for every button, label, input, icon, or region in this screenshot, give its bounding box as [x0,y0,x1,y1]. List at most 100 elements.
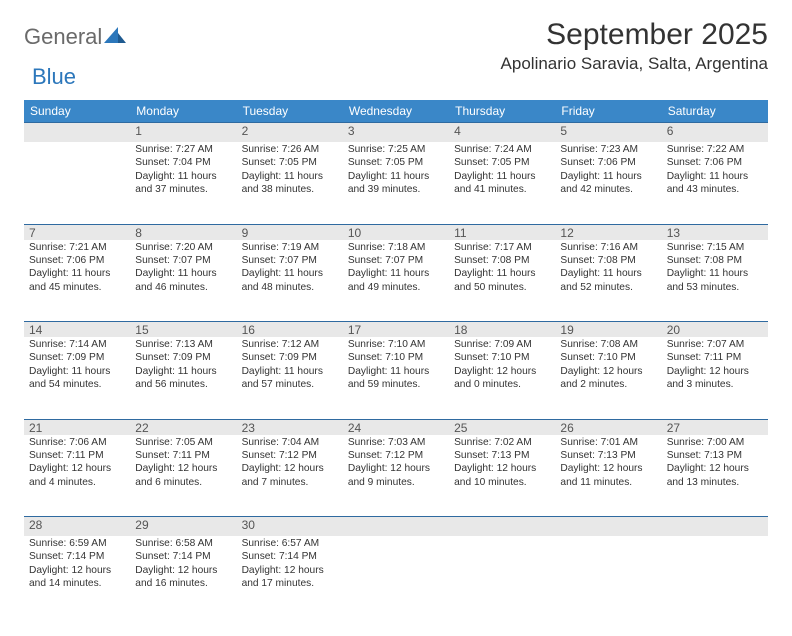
day-number: 29 [135,518,231,532]
day-number: 3 [348,124,444,138]
day-number: 16 [242,323,338,337]
day-data-cell: Sunrise: 7:10 AMSunset: 7:10 PMDaylight:… [343,337,449,419]
dow-header: Saturday [662,100,768,123]
day-data: Sunrise: 7:18 AMSunset: 7:07 PMDaylight:… [348,241,444,295]
day-data: Sunrise: 7:06 AMSunset: 7:11 PMDaylight:… [29,436,125,490]
day-number-cell: 10 [343,224,449,240]
day-data: Sunrise: 7:12 AMSunset: 7:09 PMDaylight:… [242,338,338,392]
day-data-cell: Sunrise: 7:03 AMSunset: 7:12 PMDaylight:… [343,435,449,517]
day-number-cell: 11 [449,224,555,240]
day-number: 18 [454,323,550,337]
day-number-cell: 5 [555,123,661,143]
day-number-cell: 6 [662,123,768,143]
day-data-cell: Sunrise: 6:59 AMSunset: 7:14 PMDaylight:… [24,536,130,618]
day-data-cell: Sunrise: 7:19 AMSunset: 7:07 PMDaylight:… [237,240,343,322]
day-number: 28 [29,518,125,532]
day-number-cell: 21 [24,419,130,435]
day-data-cell: Sunrise: 6:58 AMSunset: 7:14 PMDaylight:… [130,536,236,618]
day-number: 13 [667,226,763,240]
day-number: 30 [242,518,338,532]
day-number: 26 [560,421,656,435]
day-data: Sunrise: 6:59 AMSunset: 7:14 PMDaylight:… [29,537,125,591]
day-data: Sunrise: 7:14 AMSunset: 7:09 PMDaylight:… [29,338,125,392]
day-number-cell: 1 [130,123,236,143]
day-number-cell: 15 [130,322,236,338]
day-number-cell: 12 [555,224,661,240]
week-daynum-row: 21222324252627 [24,419,768,435]
day-number-cell: 2 [237,123,343,143]
day-number: 25 [454,421,550,435]
day-data-cell: Sunrise: 7:02 AMSunset: 7:13 PMDaylight:… [449,435,555,517]
dow-header: Wednesday [343,100,449,123]
day-number-cell: 24 [343,419,449,435]
day-number-cell: 4 [449,123,555,143]
day-data: Sunrise: 7:09 AMSunset: 7:10 PMDaylight:… [454,338,550,392]
day-number-cell: 3 [343,123,449,143]
day-number-cell: 28 [24,517,130,537]
day-data-cell: Sunrise: 7:25 AMSunset: 7:05 PMDaylight:… [343,142,449,224]
day-data-cell: Sunrise: 7:27 AMSunset: 7:04 PMDaylight:… [130,142,236,224]
location: Apolinario Saravia, Salta, Argentina [501,54,768,74]
day-number: 27 [667,421,763,435]
day-number: 8 [135,226,231,240]
day-data-cell [449,536,555,618]
dow-header: Monday [130,100,236,123]
day-data-cell: Sunrise: 7:21 AMSunset: 7:06 PMDaylight:… [24,240,130,322]
day-data-cell: Sunrise: 7:09 AMSunset: 7:10 PMDaylight:… [449,337,555,419]
day-data-cell: Sunrise: 7:05 AMSunset: 7:11 PMDaylight:… [130,435,236,517]
day-data: Sunrise: 7:15 AMSunset: 7:08 PMDaylight:… [667,241,763,295]
logo-triangle-icon [104,27,126,48]
day-data: Sunrise: 7:22 AMSunset: 7:06 PMDaylight:… [667,143,763,197]
day-data-cell: Sunrise: 7:20 AMSunset: 7:07 PMDaylight:… [130,240,236,322]
day-number-cell [449,517,555,537]
week-daynum-row: 123456 [24,123,768,143]
day-data: Sunrise: 7:08 AMSunset: 7:10 PMDaylight:… [560,338,656,392]
day-number-cell: 17 [343,322,449,338]
day-number-cell: 20 [662,322,768,338]
day-data-cell: Sunrise: 7:17 AMSunset: 7:08 PMDaylight:… [449,240,555,322]
day-data-cell: Sunrise: 7:13 AMSunset: 7:09 PMDaylight:… [130,337,236,419]
day-data: Sunrise: 7:27 AMSunset: 7:04 PMDaylight:… [135,143,231,197]
day-data-cell: Sunrise: 7:18 AMSunset: 7:07 PMDaylight:… [343,240,449,322]
day-data: Sunrise: 6:58 AMSunset: 7:14 PMDaylight:… [135,537,231,591]
day-data-cell: Sunrise: 7:15 AMSunset: 7:08 PMDaylight:… [662,240,768,322]
day-number: 19 [560,323,656,337]
day-number-cell: 9 [237,224,343,240]
day-number: 21 [29,421,125,435]
day-data: Sunrise: 7:19 AMSunset: 7:07 PMDaylight:… [242,241,338,295]
day-data: Sunrise: 7:01 AMSunset: 7:13 PMDaylight:… [560,436,656,490]
day-number-cell: 30 [237,517,343,537]
day-number: 5 [560,124,656,138]
day-number-cell: 29 [130,517,236,537]
day-number-cell [24,123,130,143]
day-number-cell [343,517,449,537]
day-number: 14 [29,323,125,337]
day-number-cell: 23 [237,419,343,435]
day-data-cell: Sunrise: 7:00 AMSunset: 7:13 PMDaylight:… [662,435,768,517]
day-data: Sunrise: 7:03 AMSunset: 7:12 PMDaylight:… [348,436,444,490]
day-number-cell: 27 [662,419,768,435]
day-data: Sunrise: 7:26 AMSunset: 7:05 PMDaylight:… [242,143,338,197]
day-number: 7 [29,226,125,240]
day-number: 10 [348,226,444,240]
day-data-cell: Sunrise: 7:01 AMSunset: 7:13 PMDaylight:… [555,435,661,517]
day-number-cell: 14 [24,322,130,338]
dow-header-row: SundayMondayTuesdayWednesdayThursdayFrid… [24,100,768,123]
day-number: 2 [242,124,338,138]
logo: General [24,24,126,50]
day-data: Sunrise: 7:25 AMSunset: 7:05 PMDaylight:… [348,143,444,197]
day-data-cell: Sunrise: 7:06 AMSunset: 7:11 PMDaylight:… [24,435,130,517]
day-number: 1 [135,124,231,138]
day-number-cell: 19 [555,322,661,338]
day-number: 20 [667,323,763,337]
day-data-cell [662,536,768,618]
day-data: Sunrise: 7:20 AMSunset: 7:07 PMDaylight:… [135,241,231,295]
day-number-cell: 13 [662,224,768,240]
week-daynum-row: 14 15 16 17 18 19 20 [24,322,768,338]
day-number-cell: 25 [449,419,555,435]
day-number: 12 [560,226,656,240]
week-body-row: Sunrise: 7:06 AMSunset: 7:11 PMDaylight:… [24,435,768,517]
day-data: Sunrise: 7:21 AMSunset: 7:06 PMDaylight:… [29,241,125,295]
day-number: 11 [454,226,550,240]
day-data-cell: Sunrise: 7:23 AMSunset: 7:06 PMDaylight:… [555,142,661,224]
